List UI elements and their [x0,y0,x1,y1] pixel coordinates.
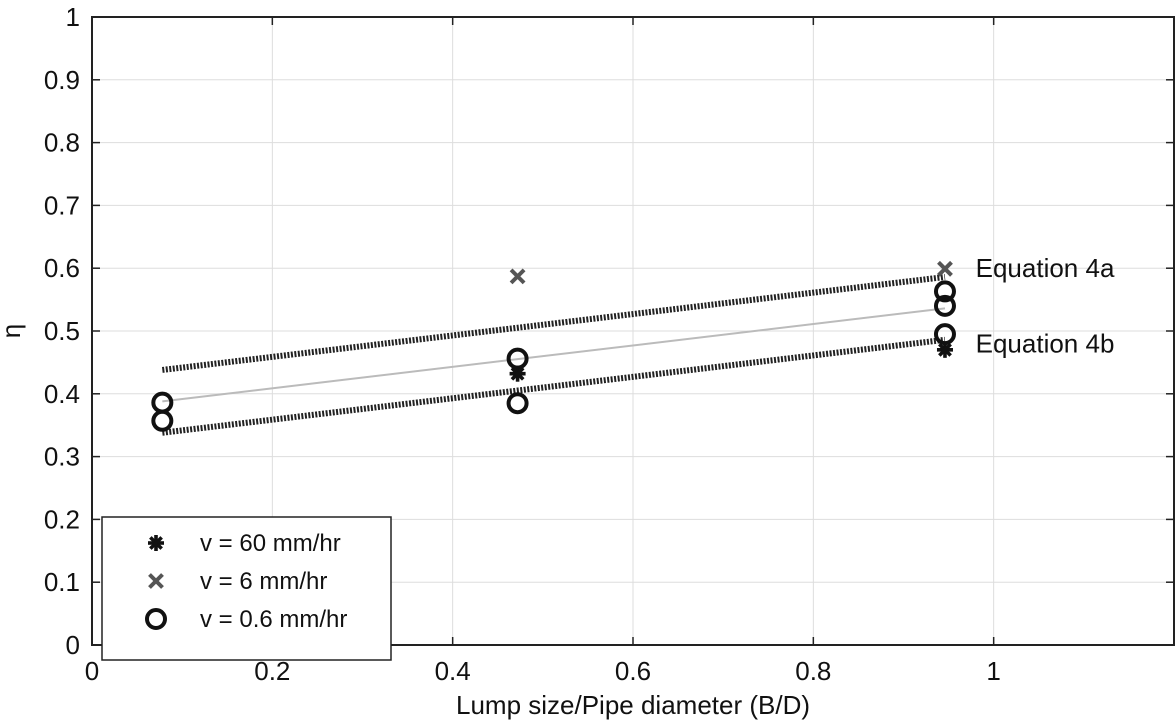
x-marker-stroke [148,573,164,589]
asterisk-marker-stroke [938,342,952,357]
legend-box [101,516,392,661]
x-tick-label: 0.8 [795,656,831,686]
equation-label: Equation 4b [976,329,1115,359]
fit-lines [161,274,946,436]
annotations: Equation 4a Equation 4b [976,253,1115,358]
axis-ticks: 0 0.2 0.4 0.6 0.8 1 0 0.1 0.2 0.3 0.4 0.5 0.6 0.7 0.8 0… [44,2,1174,686]
y-tick-label: 0.4 [44,379,80,409]
x-tick-label: 0.6 [615,656,651,686]
fit-line [161,336,946,436]
data-point [151,409,174,432]
y-axis-title: η [0,324,26,338]
x-tick-label: 1 [986,656,1000,686]
data-point [509,268,526,285]
data-point [933,294,956,317]
legend-label: v = 6 mm/hr [200,568,327,595]
x-axis-title: Lump size/Pipe diameter (B/D) [456,690,810,720]
data-point [506,347,529,370]
equation-label: Equation 4a [976,253,1115,283]
fit-line [161,274,946,373]
circle-marker-shape [933,280,956,303]
y-tick-label: 0.7 [44,190,80,220]
x-tick-label: 0.2 [254,656,290,686]
circle-marker-shape [506,347,529,370]
data-point [937,260,953,277]
data-point [933,280,956,303]
x-marker-stroke [509,268,526,285]
legend-marker [145,608,167,630]
y-tick-label: 0 [66,630,80,660]
y-tick-label: 0.6 [44,253,80,283]
legend: v = 60 mm/hr v = 6 mm/hr v = 0.6 mm/hr [101,516,392,661]
y-tick-label: 0.9 [44,65,80,95]
data-point [933,323,956,346]
circle-marker-shape [506,392,529,415]
legend-marker [148,573,164,589]
data-point [151,391,174,414]
x-tick-label: 0 [85,656,99,686]
circle-marker-shape [151,391,174,414]
circle-marker-shape [151,409,174,432]
asterisk-marker-stroke [149,536,163,550]
x-marker-stroke [937,260,953,277]
legend-label: v = 60 mm/hr [200,530,341,557]
circle-marker-shape [145,608,167,630]
y-tick-label: 0.5 [44,316,80,346]
circle-marker-shape [933,323,956,346]
y-tick-label: 1 [66,2,80,32]
y-tick-label: 0.2 [44,504,80,534]
y-tick-label: 0.3 [44,442,80,472]
circle-marker-shape [933,294,956,317]
legend-marker [148,535,164,551]
data-point [506,392,529,415]
asterisk-marker-stroke [510,366,525,381]
fit-line [162,307,946,403]
y-tick-label: 0.1 [44,567,80,597]
y-tick-label: 0.8 [44,128,80,158]
legend-label: v = 0.6 mm/hr [200,606,347,633]
data-points [151,260,956,432]
x-tick-label: 0.4 [435,656,471,686]
